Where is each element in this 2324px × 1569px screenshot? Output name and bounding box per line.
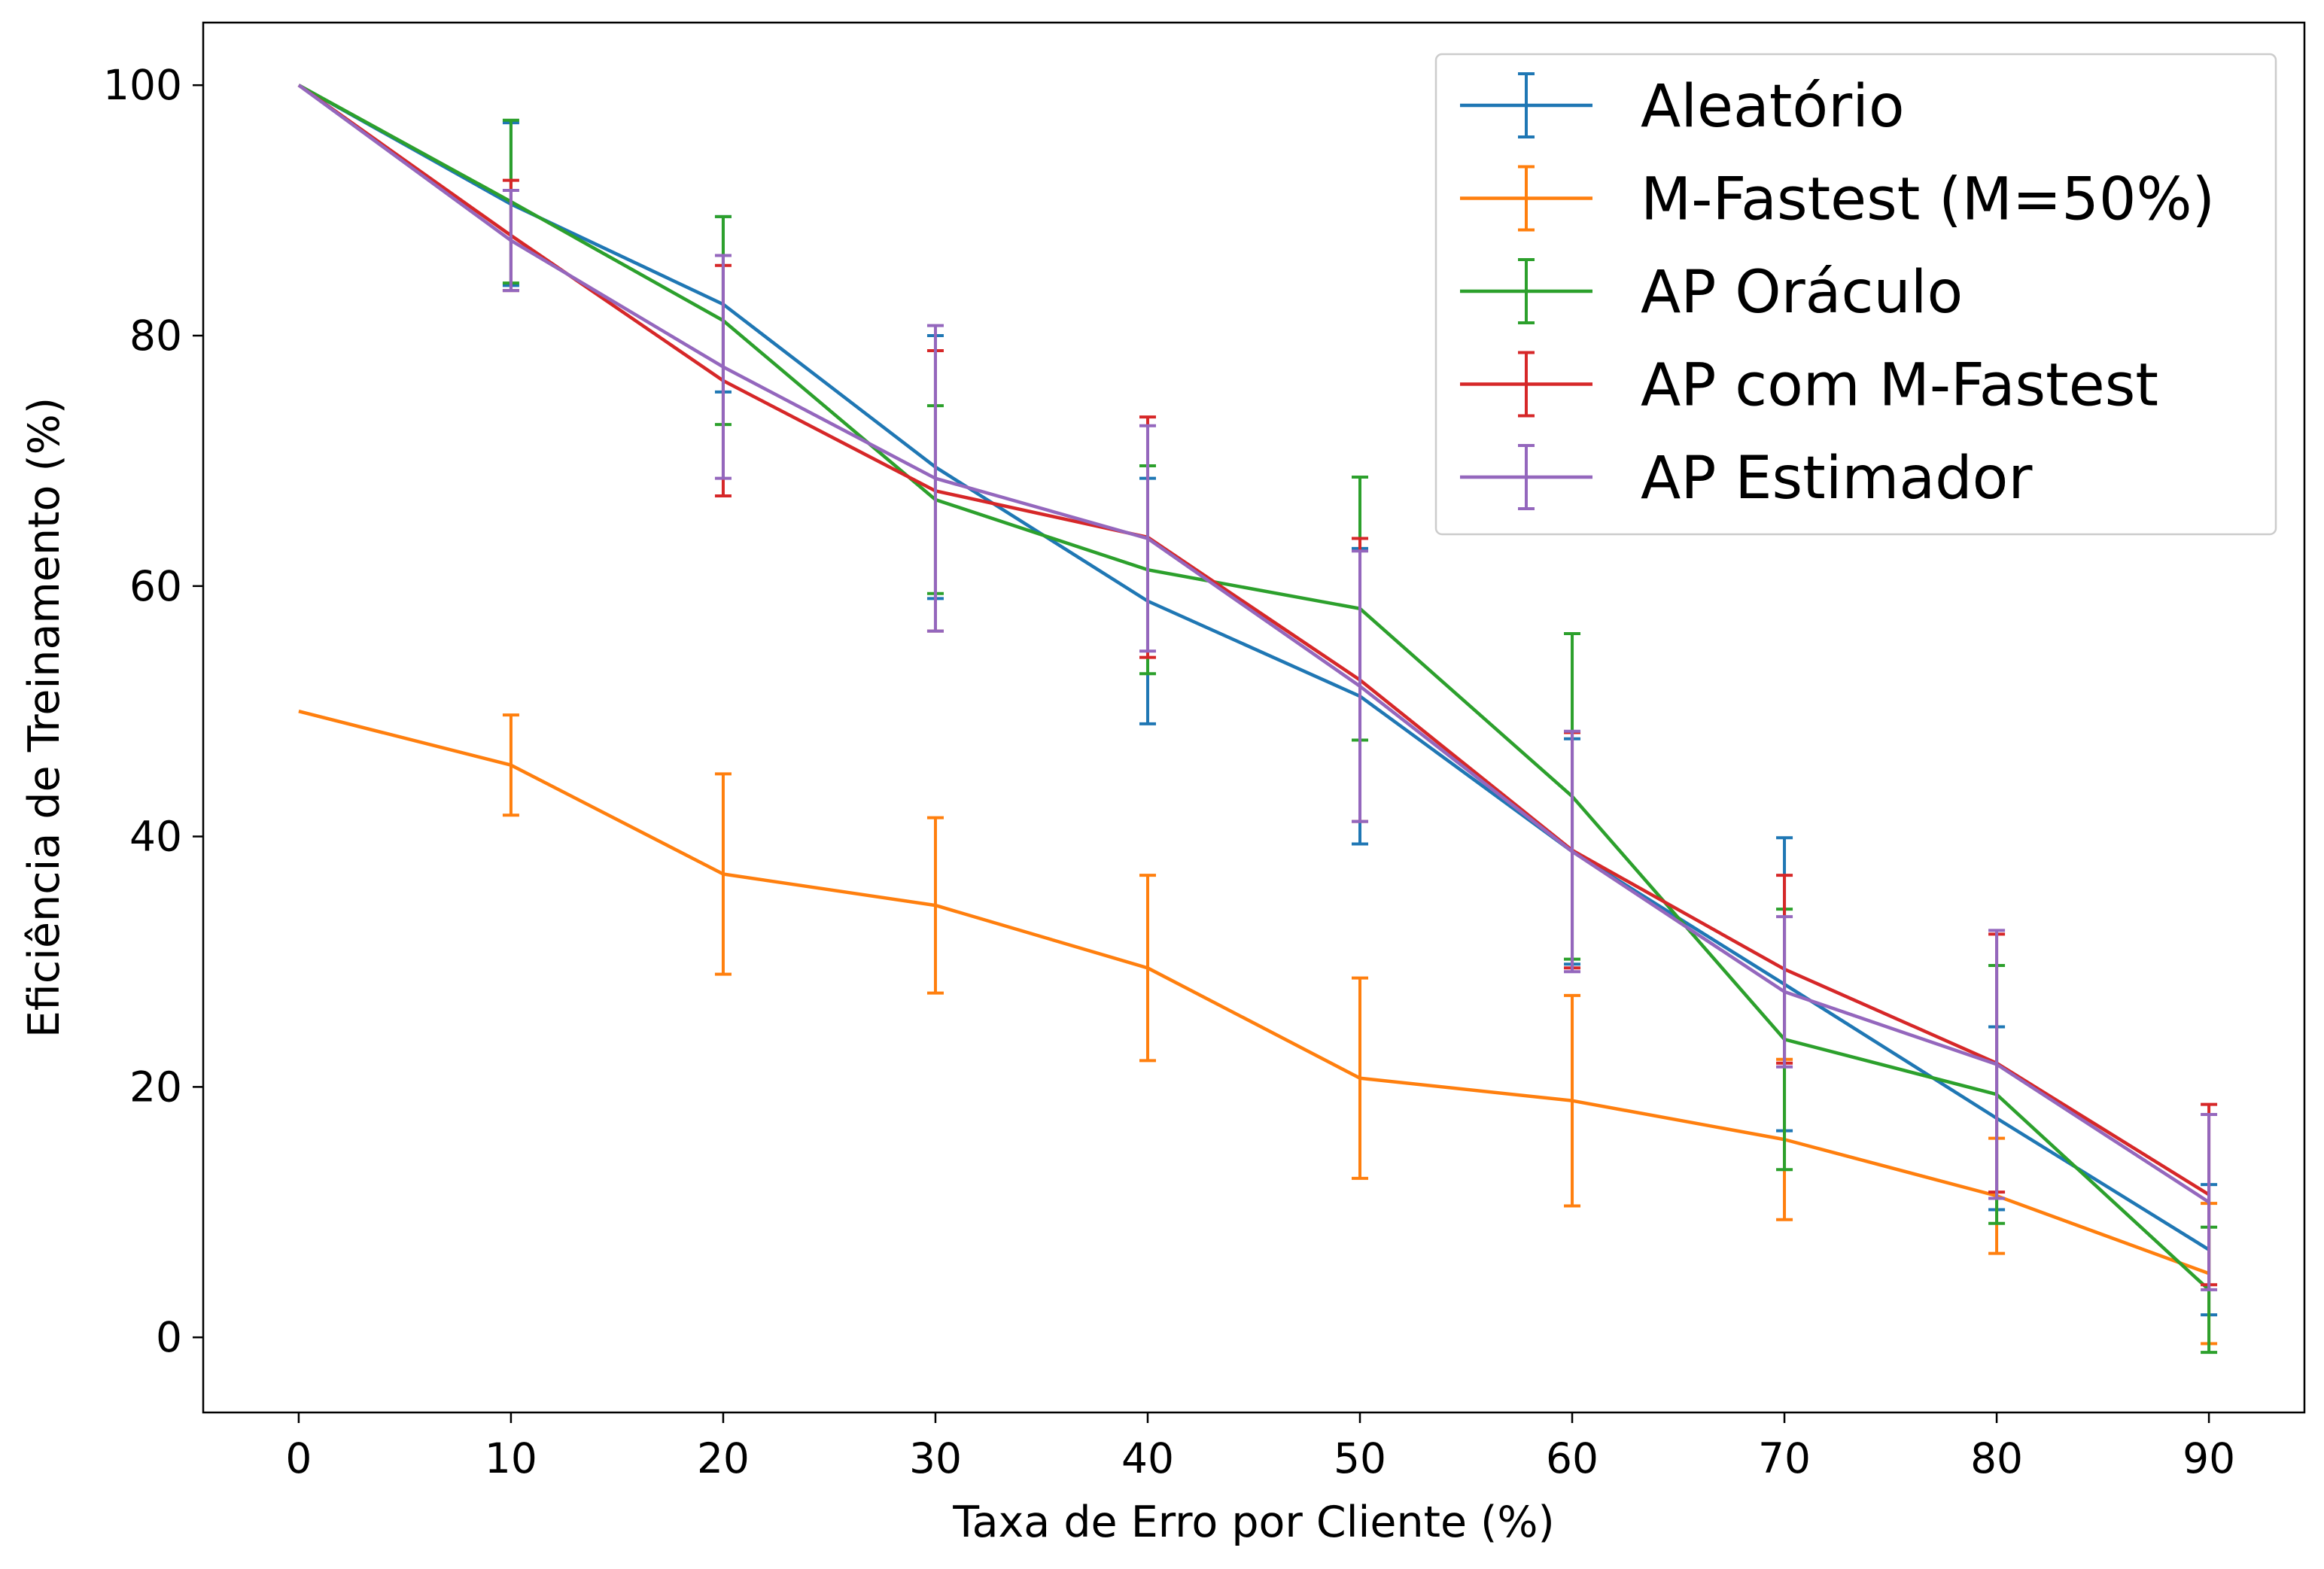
legend: Aleatório M-Fastest (M=50%) AP Oráculo AP c… [1434, 53, 2277, 536]
series-4 [297, 84, 2218, 1291]
legend-label: AP com M-Fastest [1641, 352, 2158, 420]
series-line [297, 84, 2210, 1291]
x-tick-label: 90 [2183, 1434, 2235, 1482]
legend-item: AP Estimador [1460, 444, 2033, 512]
series-line [297, 84, 2210, 1197]
legend-item: AP com M-Fastest [1460, 351, 2158, 420]
legend-item: Aleatório [1460, 72, 1905, 141]
y-axis-label: Eficiência de Treinamento (%) [20, 397, 69, 1038]
y-tick-label: 80 [129, 312, 182, 360]
x-tick-label: 30 [909, 1434, 962, 1482]
legend-label: AP Oráculo [1641, 259, 1963, 327]
x-tick-label: 10 [485, 1434, 537, 1482]
y-tick-label: 100 [103, 61, 182, 109]
x-tick-label: 60 [1546, 1434, 1599, 1482]
x-axis-label: Taxa de Erro por Cliente (%) [952, 1498, 1555, 1547]
x-tick-label: 40 [1121, 1434, 1174, 1482]
series-line [297, 84, 2210, 1251]
legend-label: Aleatório [1641, 73, 1905, 141]
y-axis: 0 20 40 60 80 100 [103, 61, 203, 1361]
plot-frame [202, 21, 2306, 1414]
legend-item: AP Oráculo [1460, 258, 1963, 327]
x-tick-label: 0 [285, 1434, 312, 1482]
y-tick-label: 60 [129, 562, 182, 610]
x-tick-label: 20 [697, 1434, 750, 1482]
series-line [298, 709, 2210, 1276]
x-tick-label: 50 [1334, 1434, 1386, 1482]
series-line [297, 84, 2210, 1204]
series-layer [297, 84, 2218, 1355]
x-tick-label: 80 [1970, 1434, 2023, 1482]
legend-item: M-Fastest (M=50%) [1460, 165, 2215, 234]
x-tick-label: 70 [1758, 1434, 1811, 1482]
legend-label: M-Fastest (M=50%) [1641, 166, 2215, 234]
y-tick-label: 20 [129, 1063, 182, 1111]
y-tick-label: 0 [156, 1313, 182, 1361]
x-axis: 0 10 20 30 40 50 60 70 80 90 [285, 1412, 2235, 1482]
legend-label: AP Estimador [1641, 445, 2033, 512]
series-1 [298, 709, 2218, 1346]
legend-box [1434, 53, 2277, 536]
y-tick-label: 40 [129, 813, 182, 861]
